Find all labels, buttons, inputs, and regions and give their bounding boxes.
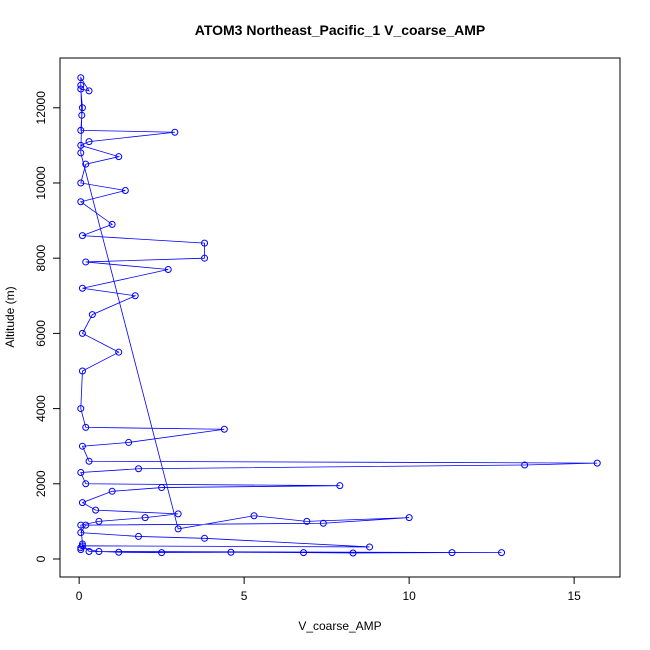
data-point bbox=[366, 543, 374, 551]
data-point bbox=[78, 542, 86, 550]
data-point bbox=[405, 514, 413, 522]
data-point bbox=[336, 482, 344, 490]
data-point bbox=[78, 329, 86, 337]
data-point bbox=[135, 465, 143, 473]
data-point bbox=[115, 548, 123, 556]
data-point bbox=[349, 549, 357, 557]
data-point bbox=[125, 438, 133, 446]
data-point bbox=[95, 517, 103, 525]
y-tick-label: 10000 bbox=[34, 166, 48, 200]
data-point bbox=[78, 442, 86, 450]
chart-title: ATOM3 Northeast_Pacific_1 V_coarse_AMP bbox=[195, 22, 486, 38]
data-point bbox=[77, 141, 85, 149]
data-point bbox=[448, 549, 456, 557]
data-point bbox=[92, 506, 100, 514]
data-point bbox=[77, 198, 85, 206]
data-point bbox=[108, 220, 116, 228]
data-point bbox=[77, 529, 85, 537]
data-point bbox=[158, 549, 166, 557]
data-point bbox=[77, 544, 85, 552]
data-point bbox=[82, 521, 90, 529]
data-point bbox=[141, 514, 149, 522]
data-point bbox=[201, 239, 209, 247]
data-point bbox=[77, 149, 85, 157]
data-point bbox=[82, 423, 90, 431]
data-point bbox=[108, 487, 116, 495]
y-tick-label: 12000 bbox=[34, 91, 48, 125]
data-point bbox=[78, 232, 86, 240]
data-point bbox=[78, 499, 86, 507]
data-line bbox=[79, 76, 598, 554]
data-point bbox=[593, 459, 601, 467]
data-point bbox=[115, 348, 123, 356]
y-tick-label: 4000 bbox=[34, 395, 48, 422]
data-point bbox=[201, 534, 209, 542]
data-point bbox=[82, 480, 90, 488]
data-point bbox=[77, 405, 85, 413]
data-point bbox=[135, 532, 143, 540]
data-point bbox=[82, 160, 90, 168]
data-point bbox=[85, 457, 93, 465]
data-point bbox=[201, 254, 209, 262]
data-point bbox=[131, 292, 139, 300]
data-point bbox=[171, 128, 179, 136]
data-point bbox=[77, 546, 85, 554]
data-point bbox=[85, 547, 93, 555]
data-point bbox=[78, 104, 86, 112]
data-point bbox=[78, 111, 86, 119]
y-axis-label: Altitude (m) bbox=[3, 286, 17, 347]
x-axis-label: V_coarse_AMP bbox=[298, 619, 381, 633]
data-point bbox=[77, 81, 85, 89]
data-point bbox=[85, 138, 93, 146]
data-point bbox=[158, 484, 166, 492]
x-tick-label: 0 bbox=[76, 589, 83, 603]
y-tick-label: 2000 bbox=[34, 470, 48, 497]
data-point bbox=[121, 187, 129, 195]
data-point bbox=[85, 87, 93, 95]
data-point bbox=[498, 549, 506, 557]
data-point bbox=[77, 74, 85, 82]
x-tick-label: 5 bbox=[241, 589, 248, 603]
y-tick-label: 6000 bbox=[34, 320, 48, 347]
data-point bbox=[78, 367, 86, 375]
data-point bbox=[300, 549, 308, 557]
y-tick-label: 8000 bbox=[34, 245, 48, 272]
data-point bbox=[77, 521, 85, 529]
data-point bbox=[220, 425, 228, 433]
data-point bbox=[95, 547, 103, 555]
data-point bbox=[77, 85, 85, 93]
x-tick-label: 15 bbox=[567, 589, 581, 603]
data-point bbox=[174, 525, 182, 533]
data-point bbox=[250, 512, 258, 520]
x-tick-label: 10 bbox=[402, 589, 416, 603]
y-tick-label: 0 bbox=[34, 555, 48, 562]
data-point bbox=[115, 153, 123, 161]
data-point bbox=[164, 265, 172, 273]
data-point bbox=[77, 469, 85, 477]
data-point bbox=[78, 284, 86, 292]
data-point bbox=[88, 311, 96, 319]
data-point bbox=[303, 517, 311, 525]
data-point bbox=[319, 519, 327, 527]
data-point bbox=[521, 461, 529, 469]
data-point bbox=[227, 548, 235, 556]
data-point bbox=[77, 179, 85, 187]
data-point bbox=[77, 126, 85, 134]
data-point bbox=[82, 258, 90, 266]
data-point bbox=[174, 510, 182, 518]
